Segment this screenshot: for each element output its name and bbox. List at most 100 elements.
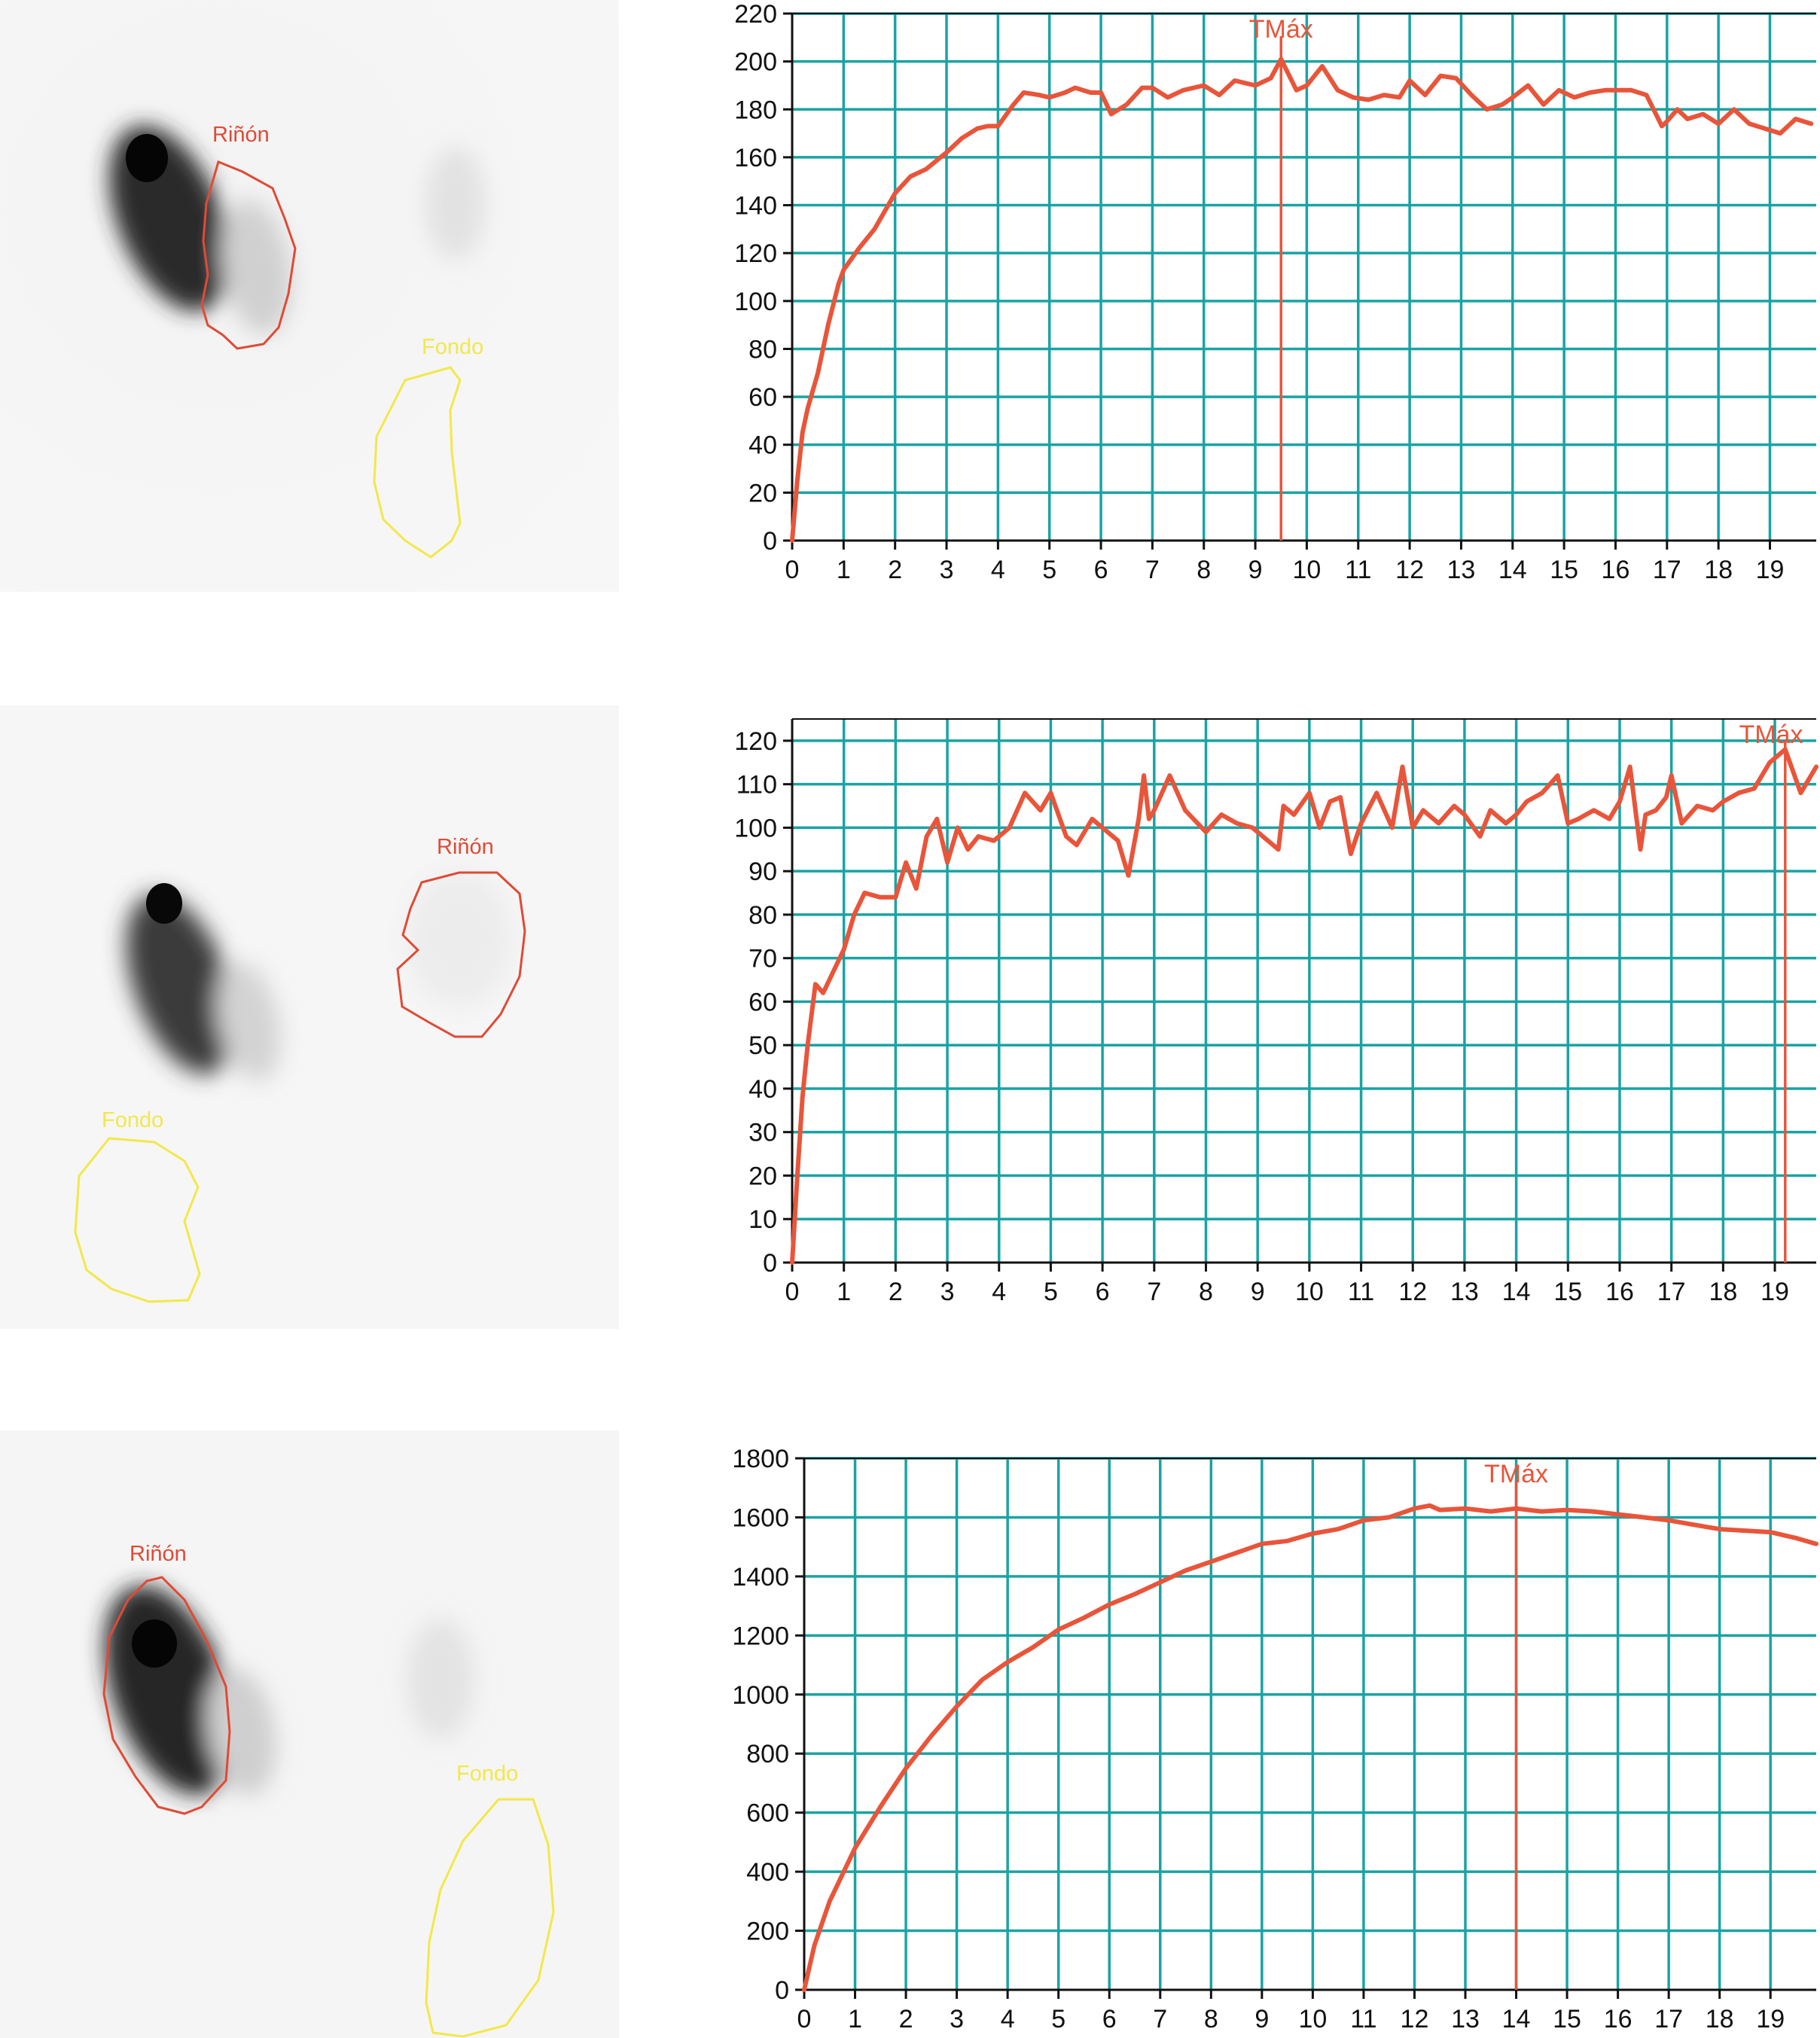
data-point bbox=[872, 227, 876, 231]
data-point bbox=[1073, 86, 1078, 90]
data-point bbox=[1572, 95, 1577, 99]
x-tick-label: 15 bbox=[1550, 556, 1578, 584]
x-tick-label: 4 bbox=[991, 556, 1005, 584]
x-tick-label: 1 bbox=[837, 556, 851, 584]
data-point bbox=[800, 431, 805, 435]
data-point bbox=[1217, 93, 1221, 97]
data-point bbox=[1366, 98, 1370, 102]
data-point bbox=[1809, 121, 1813, 126]
data-point bbox=[1279, 56, 1283, 61]
data-point bbox=[1511, 95, 1515, 99]
data-point bbox=[1294, 88, 1299, 93]
data-point bbox=[826, 323, 831, 327]
data-point bbox=[1022, 90, 1026, 95]
data-point bbox=[908, 174, 913, 178]
data-point bbox=[1660, 124, 1664, 129]
data-point bbox=[1685, 117, 1690, 121]
x-tick-label: 14 bbox=[1498, 556, 1527, 584]
data-point bbox=[1150, 86, 1154, 90]
y-tick-label: 40 bbox=[748, 431, 777, 460]
data-point bbox=[893, 191, 898, 196]
data-point bbox=[1099, 90, 1103, 95]
background-roi-outline bbox=[74, 1137, 201, 1303]
y-tick-label: 20 bbox=[748, 479, 777, 507]
data-point bbox=[1011, 102, 1016, 107]
background-roi-label: Fondo bbox=[456, 1762, 518, 1786]
data-point bbox=[1469, 93, 1474, 97]
y-tick-label: 200 bbox=[734, 48, 777, 77]
data-point bbox=[1526, 83, 1530, 87]
data-point bbox=[1629, 88, 1633, 93]
data-point bbox=[944, 151, 949, 155]
data-point bbox=[1269, 76, 1273, 81]
x-tick-label: 13 bbox=[1447, 556, 1476, 584]
data-point bbox=[1665, 119, 1669, 123]
x-tick-label: 2 bbox=[888, 556, 902, 584]
kidney-hotspot bbox=[146, 883, 182, 924]
data-point bbox=[1732, 107, 1736, 111]
scintigraphy-image-c: Riñón Fondo bbox=[0, 1430, 619, 2038]
data-point bbox=[1088, 90, 1093, 95]
data-point bbox=[1423, 93, 1428, 97]
data-point bbox=[924, 167, 928, 172]
x-tick-label: 19 bbox=[1756, 556, 1785, 584]
x-tick-label: 17 bbox=[1653, 556, 1681, 584]
data-point bbox=[1701, 112, 1706, 117]
data-point bbox=[1763, 126, 1767, 131]
data-point bbox=[1500, 102, 1504, 107]
x-tick-label: 16 bbox=[1602, 556, 1630, 584]
data-point bbox=[1716, 121, 1721, 126]
background-roi-label: Fondo bbox=[422, 335, 483, 359]
data-point bbox=[1407, 78, 1412, 83]
x-tick-label: 8 bbox=[1197, 556, 1211, 584]
data-point bbox=[806, 407, 810, 411]
data-point bbox=[1541, 102, 1546, 107]
data-point bbox=[1181, 88, 1185, 93]
y-tick-label: 80 bbox=[748, 335, 777, 364]
plot-area bbox=[792, 14, 1816, 541]
tmax-label: TMáx bbox=[1249, 15, 1313, 44]
y-tick-label: 160 bbox=[734, 144, 777, 172]
data-point bbox=[1062, 90, 1067, 95]
x-tick-label: 5 bbox=[1042, 556, 1056, 584]
data-point bbox=[1124, 102, 1129, 107]
data-point bbox=[960, 136, 965, 140]
data-point bbox=[1335, 88, 1340, 93]
x-tick-label: 10 bbox=[1293, 556, 1322, 584]
data-point bbox=[1037, 93, 1041, 97]
background-roi-outline bbox=[425, 1798, 555, 2038]
kidney-roi-outline bbox=[102, 1576, 231, 1815]
data-point bbox=[1587, 90, 1592, 95]
data-point bbox=[986, 124, 990, 129]
y-tick-label: 180 bbox=[734, 96, 777, 124]
x-tick-label: 9 bbox=[1248, 556, 1263, 584]
data-point bbox=[1675, 107, 1679, 111]
background-roi-outline bbox=[373, 366, 462, 559]
data-point bbox=[1109, 112, 1114, 117]
kidney-roi-label: Riñón bbox=[212, 123, 270, 147]
data-point bbox=[790, 538, 794, 543]
data-point bbox=[1140, 86, 1145, 90]
data-point bbox=[1613, 88, 1617, 93]
background-roi-label: Fondo bbox=[102, 1108, 163, 1132]
scintigraphy-image-a: Riñón Fondo bbox=[0, 0, 619, 592]
data-point bbox=[1556, 88, 1561, 93]
data-point bbox=[1454, 76, 1459, 81]
x-tick-label: 3 bbox=[940, 556, 954, 584]
kidney-roi-outline bbox=[200, 160, 297, 350]
data-point bbox=[1778, 131, 1782, 136]
y-tick-label: 220 bbox=[734, 0, 777, 29]
x-tick-label: 11 bbox=[1345, 556, 1371, 584]
data-point bbox=[995, 124, 1000, 129]
data-point bbox=[1047, 95, 1052, 99]
data-point bbox=[837, 282, 841, 287]
x-tick-label: 7 bbox=[1145, 556, 1160, 584]
data-point bbox=[857, 246, 861, 251]
data-point bbox=[795, 478, 800, 483]
data-point bbox=[1202, 83, 1206, 87]
x-tick-label: 12 bbox=[1395, 556, 1424, 584]
data-point bbox=[1747, 121, 1751, 126]
kidney-roi-label: Riñón bbox=[130, 1542, 187, 1566]
data-point bbox=[815, 370, 820, 375]
